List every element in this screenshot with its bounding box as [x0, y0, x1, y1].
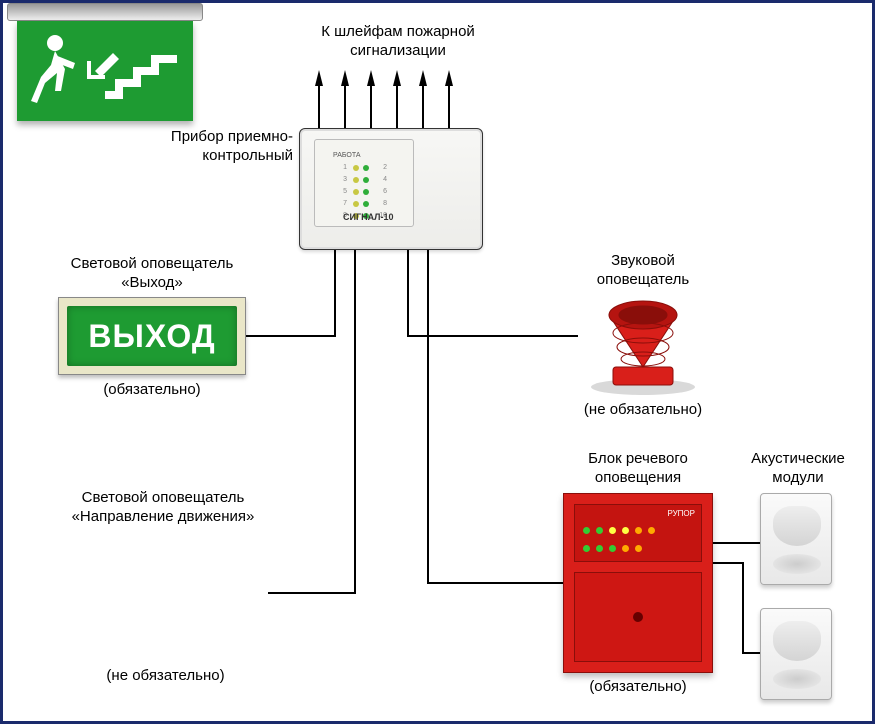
control-panel-label: Прибор приемно-контрольный [123, 128, 293, 166]
siren-device [573, 293, 713, 398]
exit-sign-device: ВЫХОД [58, 297, 246, 375]
siren-note: (не обязательно) [558, 401, 728, 418]
direction-sign-note: (не обязательно) [63, 667, 268, 684]
voice-unit-tag: РУПОР [667, 509, 695, 518]
direction-sign-label: Световой оповещатель«Направление движени… [48, 489, 278, 527]
exit-sign-label: Световой оповещатель«Выход» [58, 255, 246, 293]
control-panel-device: РАБОТА 1 3 5 7 9 2 4 6 8 10 [299, 128, 483, 250]
direction-sign-device [3, 3, 208, 133]
siren-label: Звуковойоповещатель [573, 252, 713, 290]
speaker-module-1 [760, 493, 832, 585]
top-label: К шлейфам пожарнойсигнализации [303, 23, 493, 61]
speaker-module-2 [760, 608, 832, 700]
diagram-frame: К шлейфам пожарнойсигнализации Прибор пр… [0, 0, 875, 724]
voice-unit-label: Блок речевогооповещения [558, 450, 718, 488]
panel-model: СИГНАЛ-10 [343, 212, 394, 222]
direction-pictogram [17, 21, 193, 121]
exit-sign-note: (обязательно) [58, 381, 246, 398]
voice-unit-device: РУПОР [563, 493, 713, 673]
speakers-label: Акустическиемодули [738, 450, 858, 488]
exit-sign-text: ВЫХОД [88, 318, 215, 355]
voice-unit-note: (обязательно) [563, 678, 713, 695]
panel-small-title: РАБОТА [333, 152, 361, 159]
